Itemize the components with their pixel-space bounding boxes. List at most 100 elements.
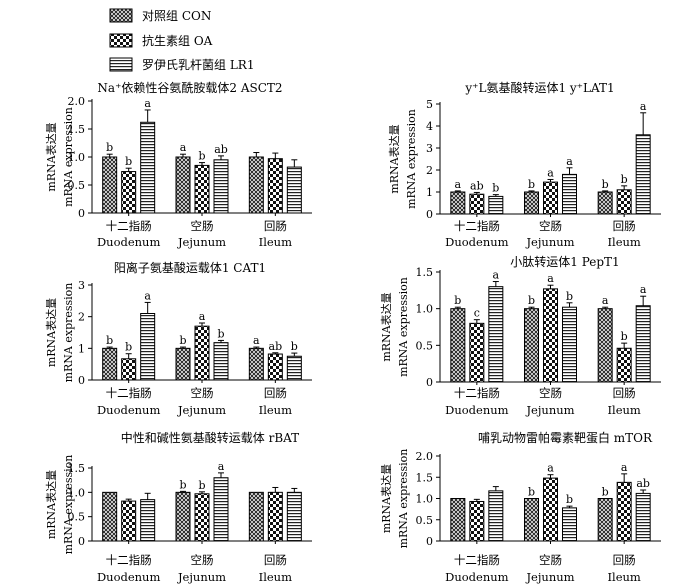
significance-letter: a: [602, 294, 609, 307]
x-category-label-cn: 回肠: [264, 553, 287, 567]
chart-title: Na⁺依赖性谷氨酰胺载体2 ASCT2: [97, 80, 282, 95]
bar-jejunum-oa: [543, 181, 558, 215]
y-tick-label: 0: [426, 376, 433, 389]
bar-jejunum-lr1: [562, 507, 577, 542]
legend-item-con: 对照组 CON: [109, 8, 211, 23]
y-axis-label-cn: mRNA表达量: [379, 292, 393, 361]
significance-letter: ab: [214, 143, 228, 156]
x-category-label-cn: 空肠: [191, 219, 214, 233]
y-tick-label: 4: [426, 120, 433, 133]
y-tick-label: 2: [426, 164, 433, 177]
significance-letter: a: [621, 461, 628, 474]
bar-jejunum-oa: [543, 288, 558, 383]
bar-jejunum-con: [524, 308, 539, 383]
x-category-label-cn: 十二指肠: [454, 219, 500, 233]
significance-letter: b: [125, 155, 132, 168]
y-axis-label-cn: mRNA表达量: [387, 124, 401, 193]
significance-letter: b: [198, 150, 205, 163]
bar-jejunum-lr1: [213, 342, 229, 381]
significance-letter: a: [640, 283, 647, 296]
bar-duodenum-lr1: [140, 313, 156, 381]
bar-duodenum-lr1: [140, 499, 156, 542]
y-tick-label: 1.5: [68, 123, 86, 136]
significance-letter: b: [528, 486, 535, 499]
legend-label-oa: 抗生素组 OA: [142, 33, 213, 48]
bar-duodenum-con: [450, 498, 466, 542]
x-category-label-en: Duodenum: [97, 235, 161, 249]
y-tick-label: 1.0: [68, 151, 86, 164]
chart-title: 阳离子氨基酸运载体1 CAT1: [114, 260, 266, 275]
y-tick-label: 0: [78, 535, 85, 548]
significance-letter: a: [547, 166, 554, 179]
x-category-label-cn: 空肠: [539, 553, 562, 567]
chart-panel-3: 阳离子氨基酸运载体1 CAT1 0 1 2 3 mRNA表达量 mRNA expressio…: [44, 260, 312, 417]
y-tick-label: 1: [78, 342, 85, 355]
bar-ileum-lr1: [635, 492, 651, 542]
significance-letter: a: [144, 289, 151, 302]
x-category-label-cn: 回肠: [613, 386, 636, 400]
significance-letter: a: [180, 141, 187, 154]
chart-panel-5: 中性和碱性氨基酸转运载体 rBAT 0 0.5 1.0 1.5 mRNA表达量 mRNA e…: [44, 430, 312, 584]
significance-letter: a: [640, 100, 647, 113]
x-category-label-en: Duodenum: [97, 570, 161, 584]
x-category-label-cn: 回肠: [613, 553, 636, 567]
bar-jejunum-oa: [543, 477, 558, 542]
bar-ileum-con: [248, 491, 264, 542]
bar-jejunum-con: [524, 498, 539, 542]
significance-letter: a: [144, 97, 151, 110]
x-category-label-en: Ileum: [607, 403, 640, 417]
x-category-label-cn: 回肠: [613, 219, 636, 233]
y-tick-label: 2.0: [68, 95, 86, 108]
bar-ileum-oa: [267, 491, 283, 542]
significance-letter: b: [602, 486, 609, 499]
x-category-label-en: Ileum: [607, 235, 640, 249]
significance-letter: b: [198, 479, 205, 492]
bar-jejunum-oa: [194, 493, 210, 542]
bar-jejunum-con: [175, 156, 191, 214]
bar-jejunum-oa: [194, 164, 210, 214]
bar-ileum-lr1: [635, 134, 651, 215]
x-category-label-cn: 十二指肠: [106, 553, 152, 567]
chart-panel-2: y⁺L氨基酸转运体1 y⁺LAT1 0 1 2 3 4 5 mRNA表达量 mRNA expre…: [387, 80, 661, 249]
significance-letter: b: [125, 341, 132, 354]
x-category-label-cn: 空肠: [539, 219, 562, 233]
y-tick-label: 1.0: [416, 303, 434, 316]
bar-jejunum-lr1: [562, 306, 577, 383]
x-category-label-en: Jejunum: [525, 235, 574, 249]
y-tick-label: 3: [426, 142, 433, 155]
bar-ileum-lr1: [286, 491, 302, 542]
y-axis-label-en: mRNA expression: [397, 449, 410, 549]
significance-letter: b: [528, 178, 535, 191]
bar-jejunum-con: [524, 191, 539, 215]
y-tick-label: 0.5: [416, 339, 434, 352]
significance-letter: a: [566, 155, 573, 168]
significance-letter: b: [179, 478, 186, 491]
y-tick-label: 1.0: [416, 493, 434, 506]
chart-title: y⁺L氨基酸转运体1 y⁺LAT1: [464, 80, 614, 95]
bar-duodenum-con: [450, 191, 466, 215]
x-category-label-en: Ileum: [259, 403, 292, 417]
y-tick-label: 1.5: [416, 471, 434, 484]
chart-title: 小肽转运体1 PepT1: [510, 254, 619, 269]
bar-jejunum-lr1: [562, 173, 577, 215]
bar-duodenum-lr1: [488, 286, 504, 383]
significance-letter: a: [547, 272, 554, 285]
legend-label-con: 对照组 CON: [142, 9, 211, 23]
legend-swatch-con: [109, 8, 133, 23]
bar-ileum-con: [597, 308, 613, 383]
significance-letter: b: [106, 141, 113, 154]
significance-letter: a: [218, 460, 225, 473]
x-category-label-cn: 回肠: [264, 386, 287, 400]
x-category-label-cn: 空肠: [539, 386, 562, 400]
y-axis-label-en: mRNA expression: [62, 283, 75, 383]
bar-duodenum-con: [102, 491, 118, 542]
bar-jejunum-lr1: [213, 477, 229, 542]
bar-duodenum-lr1: [488, 195, 504, 215]
bar-duodenum-oa: [469, 322, 485, 383]
x-category-label-cn: 回肠: [264, 219, 287, 233]
y-axis-label-en: mRNA expression: [397, 277, 410, 377]
x-category-label-cn: 空肠: [191, 553, 214, 567]
bar-duodenum-oa: [121, 358, 137, 381]
significance-letter: a: [199, 310, 206, 323]
significance-letter: b: [291, 340, 298, 353]
